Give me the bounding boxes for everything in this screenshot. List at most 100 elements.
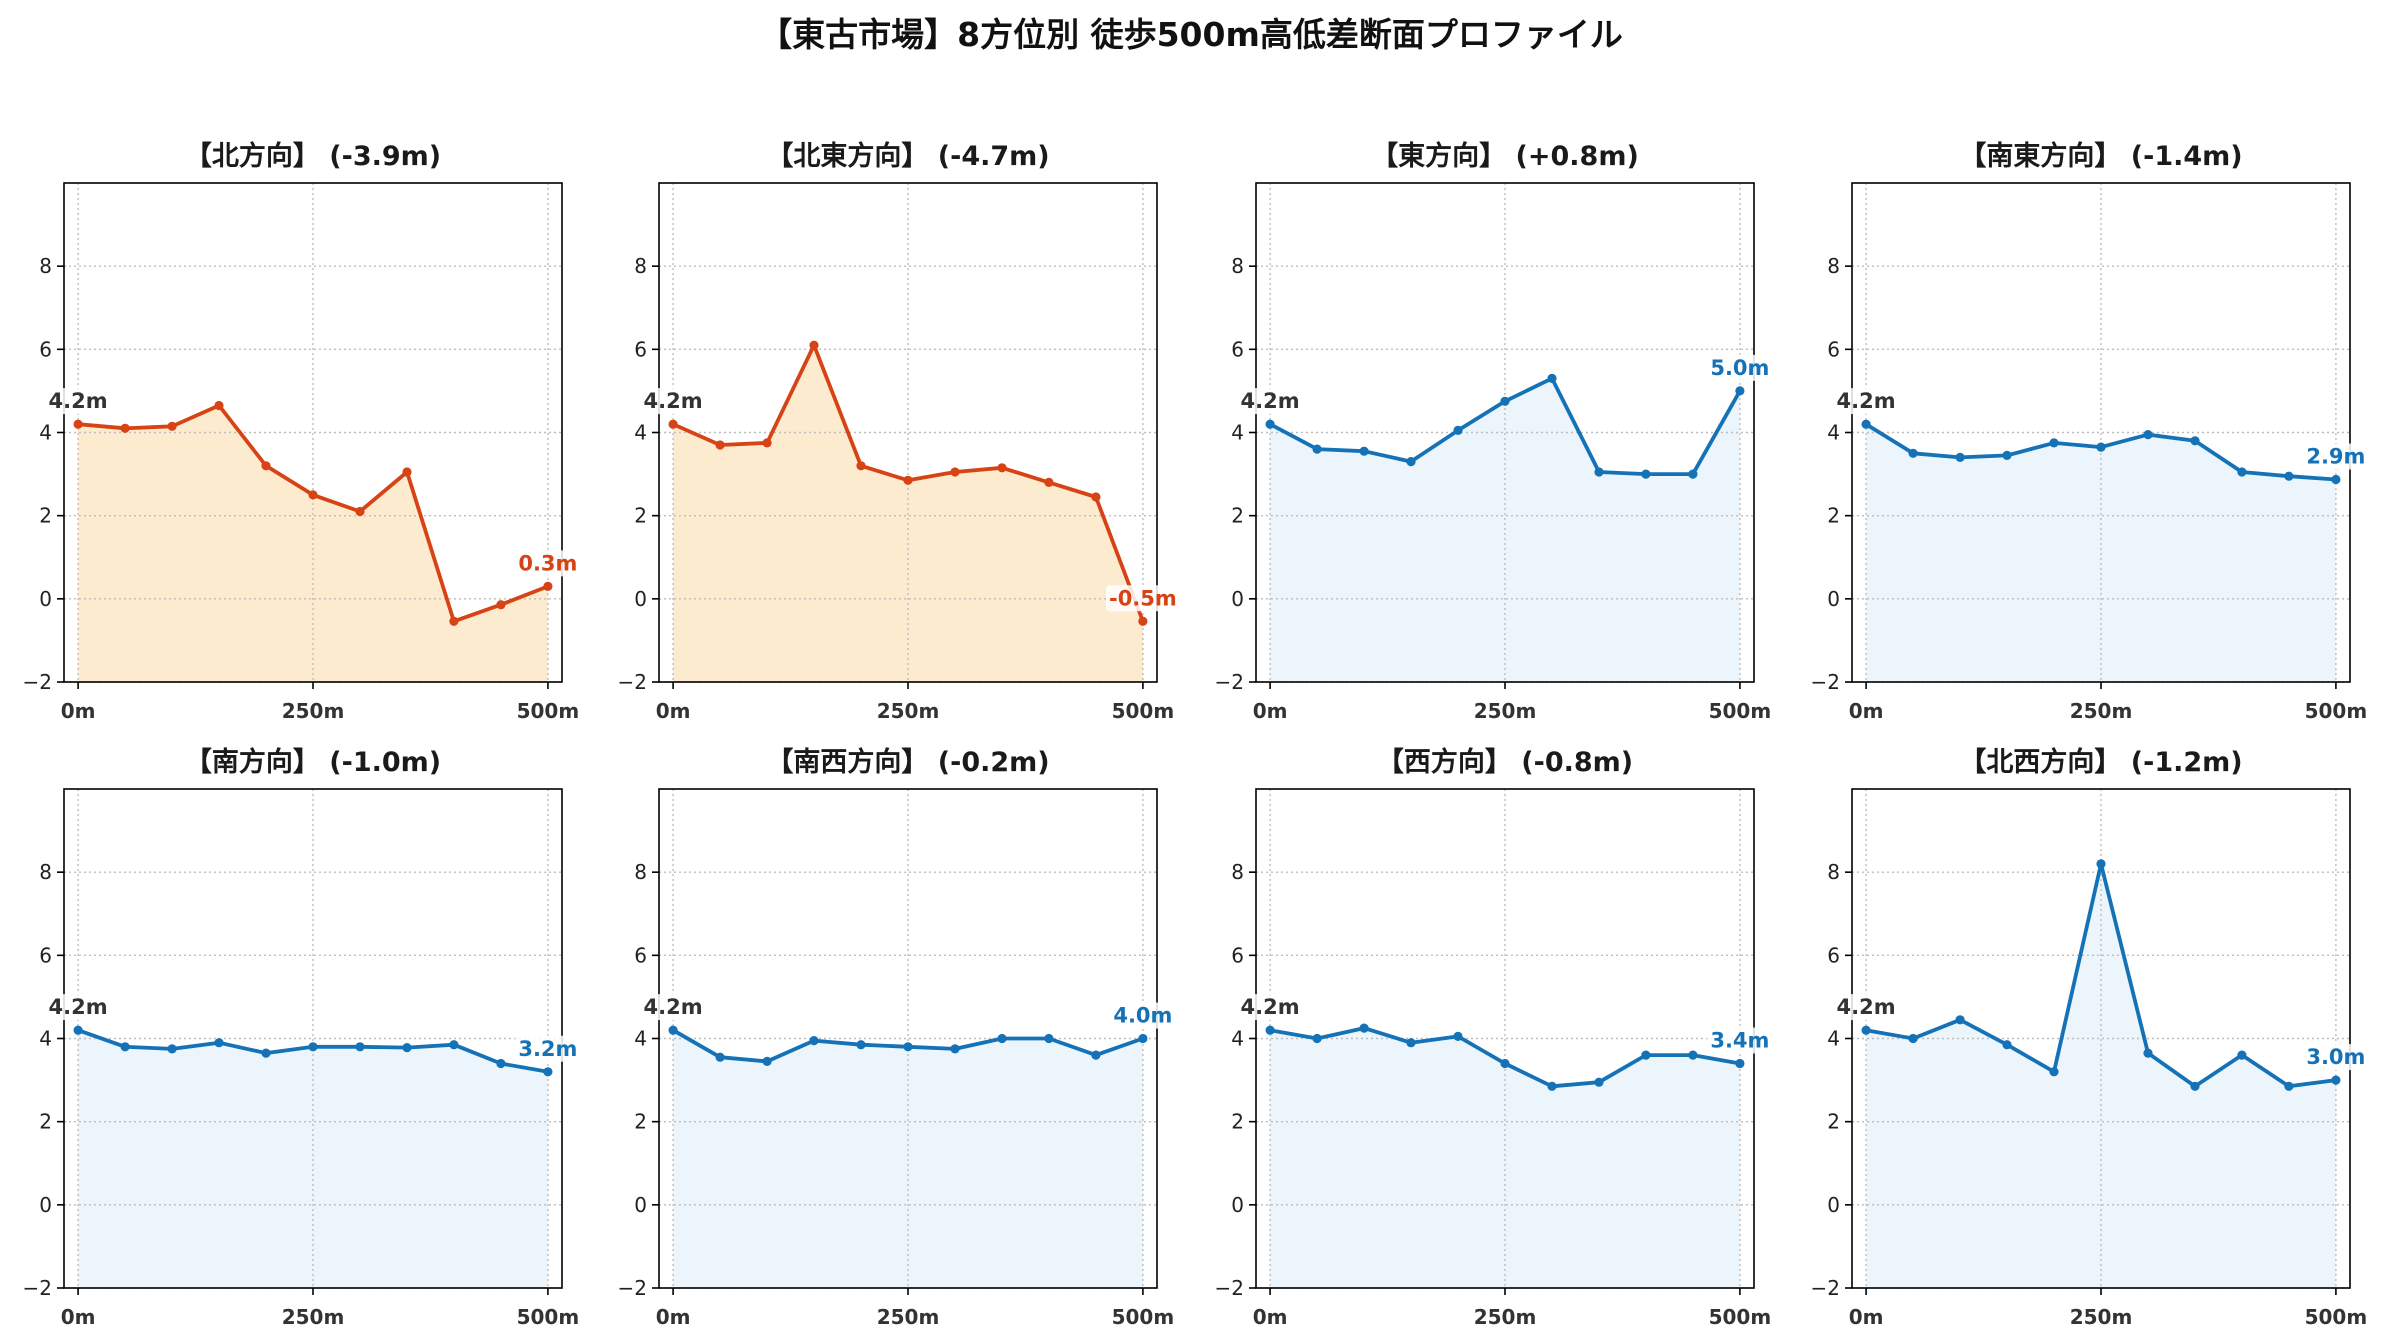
data-point: [167, 1044, 177, 1054]
x-tick-label: 250m: [2070, 1305, 2133, 1329]
y-tick-label: 2: [634, 1110, 647, 1134]
x-tick-label: 500m: [517, 699, 580, 723]
data-point: [355, 1042, 365, 1052]
y-tick-label: 0: [1231, 587, 1244, 611]
subplot-title: 【南西方向】 (-0.2m): [766, 746, 1049, 778]
data-point: [2331, 1075, 2341, 1085]
data-point: [1641, 469, 1651, 479]
y-tick-label: −2: [1215, 1276, 1244, 1300]
data-point: [856, 461, 866, 471]
data-point: [402, 467, 412, 477]
start-elevation-label: 4.2m: [1837, 995, 1896, 1019]
end-elevation-label: 2.9m: [2306, 444, 2365, 468]
data-point: [1594, 1077, 1604, 1087]
y-tick-label: 6: [634, 943, 647, 967]
data-point: [1044, 477, 1054, 487]
x-tick-label: 0m: [61, 1305, 96, 1329]
data-point: [1406, 1038, 1416, 1048]
data-point: [1500, 396, 1510, 406]
data-point: [762, 438, 772, 448]
data-point: [214, 1038, 224, 1048]
data-point: [120, 1042, 130, 1052]
data-point: [1861, 419, 1871, 429]
x-tick-label: 0m: [1849, 699, 1884, 723]
elevation-subplot: −2 0 2 4 6 8 0m 250m 500m 【南西方向】 (-0.2m) 4.2m 4.0m: [618, 746, 1176, 1329]
start-elevation-label-background: [45, 388, 111, 415]
data-point: [1044, 1033, 1054, 1044]
y-tick-label: 2: [39, 1110, 52, 1134]
y-tick-label: 2: [1827, 1110, 1840, 1134]
elevation-subplot: −2 0 2 4 6 8 0m 250m 500m 【北方向】 (-3.9m) 4.2m 0.3m: [23, 140, 581, 723]
end-elevation-label-background: [2303, 1044, 2369, 1071]
data-point: [715, 440, 725, 450]
data-point: [2049, 438, 2059, 448]
subplot-title: 【北東方向】 (-4.7m): [766, 140, 1049, 172]
y-tick-label: 4: [39, 421, 52, 445]
x-tick-label: 500m: [1112, 699, 1175, 723]
data-point: [167, 421, 177, 431]
x-tick-label: 500m: [1709, 1305, 1772, 1329]
data-point: [1359, 446, 1369, 456]
data-point: [496, 600, 506, 610]
data-point: [2002, 450, 2012, 460]
y-tick-label: 0: [1231, 1193, 1244, 1217]
subplot-title: 【西方向】 (-0.8m): [1377, 746, 1633, 778]
y-tick-label: 8: [39, 860, 52, 884]
x-tick-label: 0m: [1253, 699, 1288, 723]
subplot-title: 【南方向】 (-1.0m): [185, 746, 441, 778]
y-tick-label: 6: [634, 337, 647, 361]
elevation-subplot: −2 0 2 4 6 8 0m 250m 500m 【南方向】 (-1.0m) 4.2m 3.2m: [23, 746, 581, 1329]
y-tick-label: 0: [39, 587, 52, 611]
subplot-title: 【東方向】 (+0.8m): [1371, 140, 1639, 172]
y-tick-label: 6: [1231, 943, 1244, 967]
elevation-subplot: −2 0 2 4 6 8 0m 250m 500m 【北西方向】 (-1.2m) 4.2m 3.0m: [1811, 746, 2369, 1329]
data-point: [1908, 1033, 1918, 1044]
y-tick-label: 2: [1231, 504, 1244, 528]
area-fill: [1270, 1028, 1740, 1288]
y-tick-label: 2: [1827, 504, 1840, 528]
end-elevation-label-background: [2303, 443, 2369, 470]
x-tick-label: 500m: [1112, 1305, 1175, 1329]
y-tick-label: 8: [634, 254, 647, 278]
data-point: [762, 1056, 772, 1066]
x-tick-label: 500m: [2305, 1305, 2368, 1329]
x-tick-label: 250m: [2070, 699, 2133, 723]
end-elevation-label-background: [1707, 1027, 1773, 1054]
y-tick-label: 8: [1827, 254, 1840, 278]
y-tick-label: 4: [634, 1027, 647, 1051]
y-tick-label: −2: [618, 670, 647, 694]
x-tick-label: 0m: [1849, 1305, 1884, 1329]
data-point: [1091, 1050, 1101, 1060]
start-elevation-label-background: [1833, 388, 1899, 415]
data-point: [2143, 430, 2153, 440]
data-point: [668, 1025, 678, 1035]
data-point: [2284, 471, 2294, 481]
y-tick-label: 8: [634, 860, 647, 884]
data-point: [1735, 386, 1745, 396]
x-tick-label: 500m: [1709, 699, 1772, 723]
x-tick-label: 250m: [282, 699, 345, 723]
data-point: [73, 1025, 83, 1035]
data-point: [1091, 492, 1101, 502]
y-tick-label: 4: [1231, 421, 1244, 445]
start-elevation-label: 4.2m: [49, 995, 108, 1019]
y-tick-label: 4: [1827, 1027, 1840, 1051]
x-tick-label: 250m: [282, 1305, 345, 1329]
x-tick-label: 500m: [517, 1305, 580, 1329]
end-elevation-label: 3.0m: [2306, 1045, 2365, 1069]
start-elevation-label-background: [640, 994, 706, 1021]
start-elevation-label-background: [640, 388, 706, 415]
data-point: [1453, 1031, 1463, 1041]
elevation-subplot: −2 0 2 4 6 8 0m 250m 500m 【西方向】 (-0.8m) 4.2m 3.4m: [1215, 746, 1773, 1329]
y-tick-label: 6: [1231, 337, 1244, 361]
y-tick-label: 8: [39, 254, 52, 278]
data-point: [449, 616, 459, 626]
data-point: [261, 1048, 271, 1058]
y-tick-label: 8: [1231, 860, 1244, 884]
end-elevation-label: 4.0m: [1113, 1004, 1172, 1028]
data-point: [1908, 448, 1918, 458]
data-point: [1453, 425, 1463, 435]
data-point: [120, 423, 130, 433]
x-tick-label: 0m: [61, 699, 96, 723]
